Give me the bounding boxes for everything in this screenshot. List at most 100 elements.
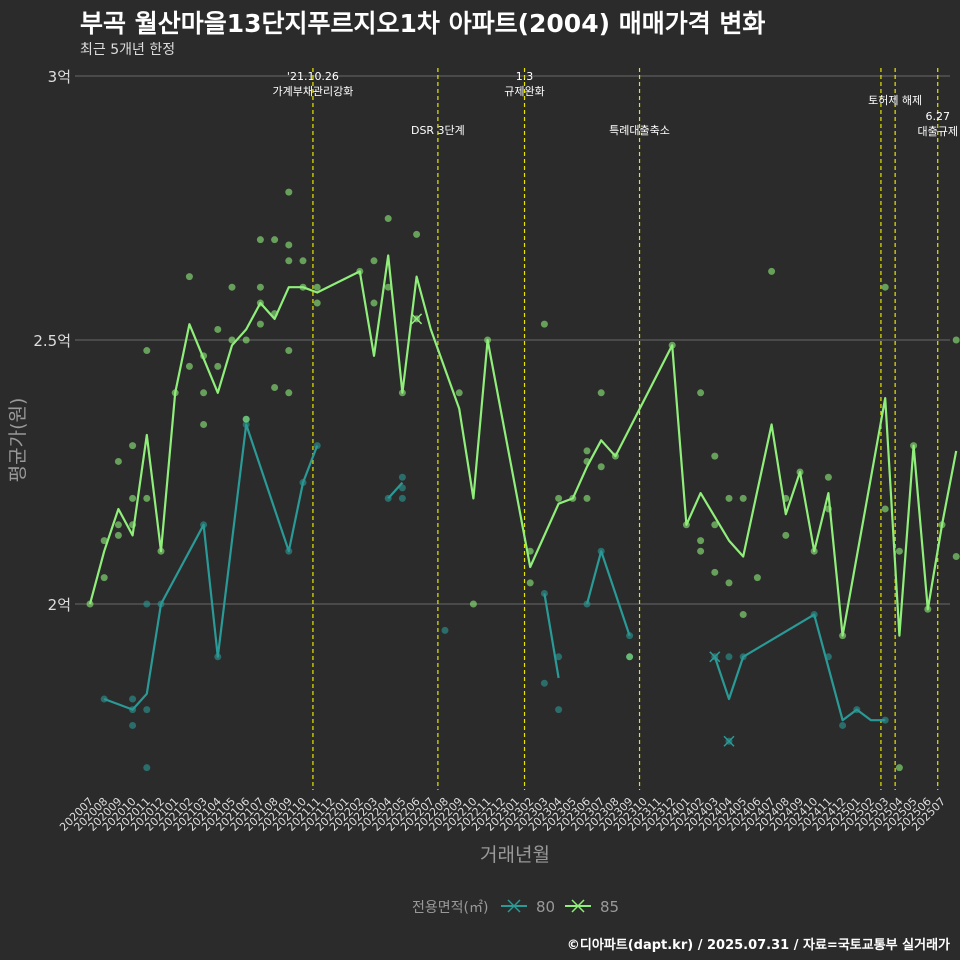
event-lines xyxy=(312,68,939,790)
y-tick-label: 3억 xyxy=(48,68,71,86)
data-point-85 xyxy=(626,653,634,661)
cross-point-85 xyxy=(411,313,423,325)
legend-cross xyxy=(571,899,585,913)
series-line-80 xyxy=(713,613,886,722)
data-point-85 xyxy=(697,547,705,555)
data-point-80 xyxy=(739,653,747,661)
cross-point-80 xyxy=(723,735,735,747)
data-point-85 xyxy=(143,494,151,502)
data-point-80 xyxy=(555,653,563,661)
data-point-85 xyxy=(725,494,733,502)
legend: 전용면적(㎡) 80 85 xyxy=(412,898,619,916)
data-point-85 xyxy=(895,764,903,772)
legend-entry-80: 80 xyxy=(501,898,555,916)
cross-stroke xyxy=(709,651,721,663)
data-point-85 xyxy=(114,521,122,529)
data-point-80 xyxy=(242,420,250,428)
data-point-80 xyxy=(100,695,108,703)
x-axis-label: 거래년월 xyxy=(480,844,550,866)
data-point-85 xyxy=(285,188,293,196)
data-point-85 xyxy=(569,494,577,502)
data-point-80 xyxy=(398,484,406,492)
data-point-85 xyxy=(484,336,492,344)
y-tick-label: 2억 xyxy=(48,596,71,614)
data-point-85 xyxy=(214,362,222,370)
data-point-85 xyxy=(114,457,122,465)
data-point-80 xyxy=(810,611,818,619)
data-point-85 xyxy=(910,442,918,450)
data-point-85 xyxy=(356,267,364,275)
data-point-85 xyxy=(299,257,307,265)
data-point-85 xyxy=(668,341,676,349)
data-point-80 xyxy=(853,706,861,714)
data-point-85 xyxy=(256,299,264,307)
data-point-80 xyxy=(441,626,449,634)
data-point-85 xyxy=(782,494,790,502)
data-point-85 xyxy=(398,389,406,397)
data-point-85 xyxy=(711,452,719,460)
data-point-85 xyxy=(228,336,236,344)
data-point-85 xyxy=(526,579,534,587)
data-point-85 xyxy=(129,494,137,502)
data-point-80 xyxy=(583,600,591,608)
event-annotation: 대출규제 xyxy=(917,125,957,138)
y-axis-tick-labels: 2억 2.5억 3억 xyxy=(33,68,71,614)
data-point-85 xyxy=(157,547,165,555)
data-point-80 xyxy=(143,764,151,772)
data-point-80 xyxy=(129,695,137,703)
data-point-85 xyxy=(129,442,137,450)
data-point-80 xyxy=(839,721,847,729)
data-point-85 xyxy=(881,283,889,291)
event-annotation: DSR 3단계 xyxy=(411,124,465,137)
data-point-85 xyxy=(370,257,378,265)
data-point-85 xyxy=(824,505,832,513)
grid-lines xyxy=(75,75,950,605)
data-point-80 xyxy=(626,632,634,640)
data-point-85 xyxy=(839,632,847,640)
data-point-85 xyxy=(200,389,208,397)
data-point-85 xyxy=(682,521,690,529)
data-point-85 xyxy=(952,552,960,560)
data-point-80 xyxy=(313,442,321,450)
data-point-85 xyxy=(242,336,250,344)
data-point-80 xyxy=(299,479,307,487)
data-point-85 xyxy=(228,283,236,291)
series-line-80 xyxy=(387,481,404,500)
data-point-80 xyxy=(398,494,406,502)
data-point-80 xyxy=(881,716,889,724)
data-point-85 xyxy=(796,468,804,476)
series-line-80 xyxy=(103,423,319,711)
data-point-85 xyxy=(455,389,463,397)
data-point-85 xyxy=(469,600,477,608)
data-point-85 xyxy=(242,415,250,423)
data-point-85 xyxy=(583,457,591,465)
legend-label: 85 xyxy=(600,898,619,916)
cross-stroke xyxy=(723,735,735,747)
data-point-85 xyxy=(271,310,279,318)
data-point-85 xyxy=(100,574,108,582)
data-point-80 xyxy=(157,600,165,608)
y-axis-label: 평균가(원) xyxy=(7,398,29,483)
chart-title: 부곡 월산마을13단지푸르지오1차 아파트(2004) 매매가격 변화 xyxy=(80,9,766,38)
cross-stroke xyxy=(411,313,423,325)
data-point-80 xyxy=(214,653,222,661)
y-tick-label: 2.5억 xyxy=(33,332,71,350)
data-point-80 xyxy=(824,653,832,661)
event-annotation: 6.27 xyxy=(925,110,950,123)
legend-entry-85: 85 xyxy=(565,898,619,916)
data-point-80 xyxy=(725,653,733,661)
data-point-85 xyxy=(299,283,307,291)
data-point-85 xyxy=(285,347,293,355)
data-point-85 xyxy=(256,320,264,328)
data-point-85 xyxy=(753,574,761,582)
data-point-80 xyxy=(555,706,563,714)
series-80 xyxy=(100,415,889,772)
data-point-85 xyxy=(256,283,264,291)
data-point-85 xyxy=(100,537,108,545)
data-point-80 xyxy=(200,521,208,529)
series-line-80 xyxy=(585,550,631,637)
data-point-85 xyxy=(256,236,264,244)
data-point-85 xyxy=(413,230,421,238)
